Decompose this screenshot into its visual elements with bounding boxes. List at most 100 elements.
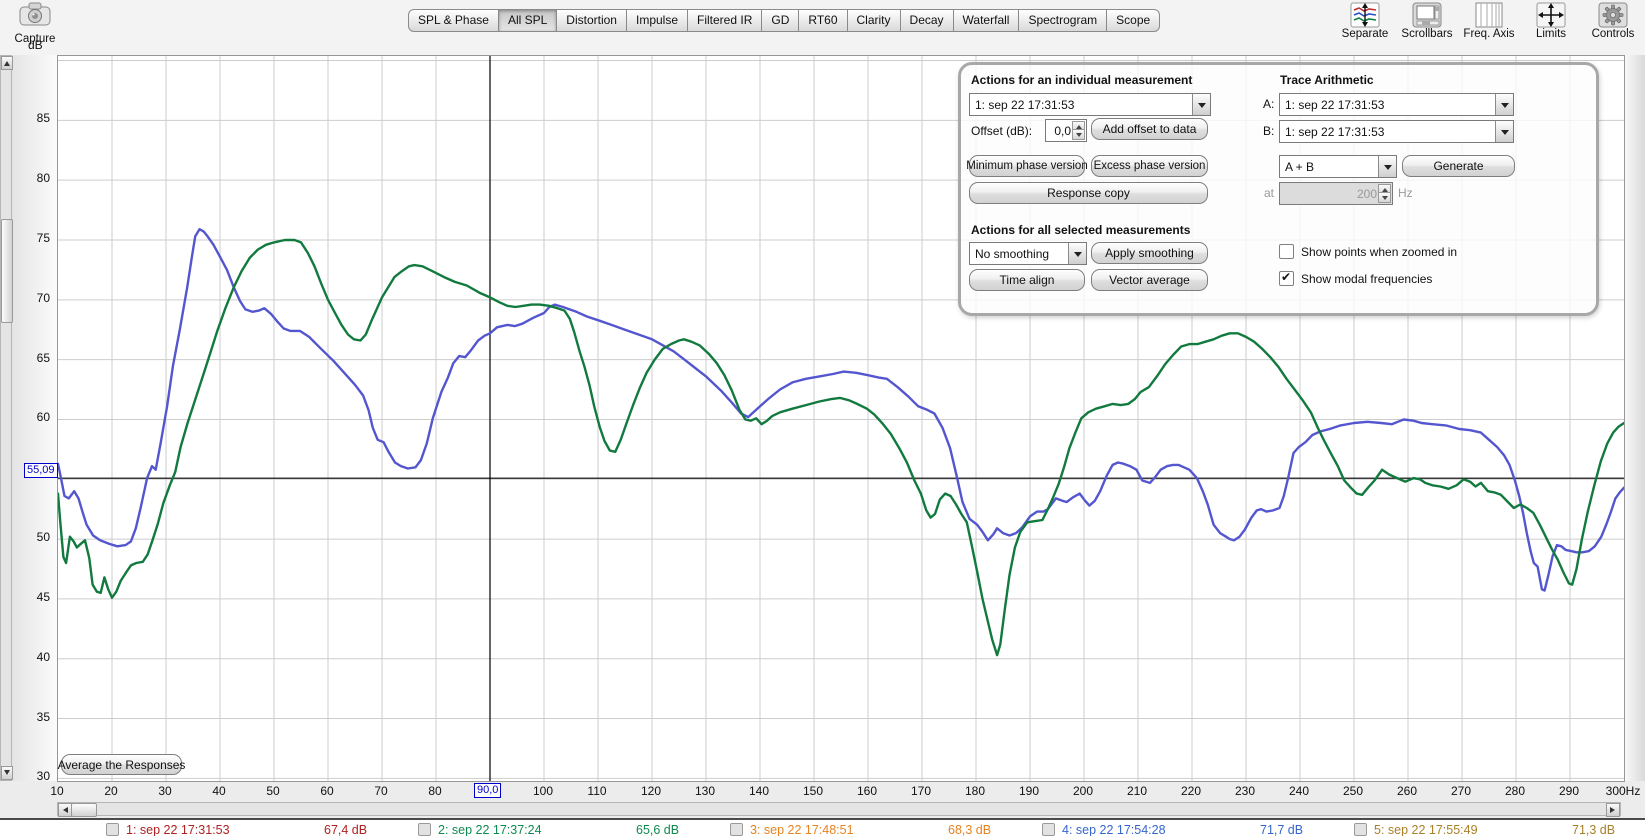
- offset-stepper[interactable]: 0,0: [1045, 119, 1087, 142]
- vector-average-button[interactable]: Vector average: [1091, 269, 1208, 291]
- legend-name: 2: sep 22 17:37:24: [438, 822, 542, 836]
- x-tick-280: 280: [1504, 784, 1526, 798]
- chevron-down-icon[interactable]: [1068, 243, 1086, 264]
- chevron-down-icon[interactable]: [1495, 121, 1513, 142]
- at-frequency-stepper: 200: [1279, 182, 1393, 205]
- tab-clarity[interactable]: Clarity: [846, 9, 901, 32]
- legend-entry-3[interactable]: 3: sep 22 17:48:51 68,3 dB: [730, 822, 1030, 836]
- x-tick-70: 70: [374, 784, 388, 798]
- trace-operation-select[interactable]: A + B: [1279, 155, 1397, 178]
- tab-impulse[interactable]: Impulse: [625, 9, 689, 32]
- trace-b-label: B:: [1263, 124, 1275, 138]
- y-tick-35: 35: [36, 709, 50, 724]
- legend-value: 71,7 dB: [1260, 822, 1304, 836]
- legend-entry-4[interactable]: 4: sep 22 17:54:28 71,7 dB: [1042, 822, 1342, 836]
- measurement-legend: 1: sep 22 17:31:53 67,4 dB 2: sep 22 17:37…: [0, 818, 1645, 836]
- legend-checkbox-2[interactable]: [418, 823, 431, 836]
- apply-smoothing-button[interactable]: Apply smoothing: [1091, 242, 1208, 264]
- limits-button[interactable]: Limits: [1525, 1, 1577, 40]
- x-tick-150: 150: [802, 784, 824, 798]
- tab-rt60[interactable]: RT60: [798, 9, 848, 32]
- legend-checkbox-4[interactable]: [1042, 823, 1055, 836]
- chevron-down-icon[interactable]: [1192, 94, 1210, 115]
- legend-entry-5[interactable]: 5: sep 22 17:55:49 71,3 dB: [1354, 822, 1645, 836]
- tab-filtered-ir[interactable]: Filtered IR: [687, 9, 763, 32]
- show-modal-checkbox[interactable]: [1279, 270, 1294, 286]
- x-tick-40: 40: [212, 784, 226, 798]
- chevron-down-icon[interactable]: [1378, 156, 1396, 177]
- tab-spl-phase[interactable]: SPL & Phase: [408, 9, 499, 32]
- tab-scope[interactable]: Scope: [1106, 9, 1161, 32]
- offset-label: Offset (dB):: [971, 124, 1033, 138]
- hz-label: Hz: [1398, 186, 1413, 200]
- tab-bar: SPL & Phase All SPL Distortion Impulse Filte…: [408, 9, 1161, 32]
- time-align-button[interactable]: Time align: [969, 269, 1085, 291]
- legend-entry-2[interactable]: 2: sep 22 17:37:24 65,6 dB: [418, 822, 718, 836]
- trace-b-select[interactable]: 1: sep 22 17:31:53: [1279, 120, 1514, 143]
- tab-gd[interactable]: GD: [761, 9, 800, 32]
- scroll-right-arrow-icon[interactable]: [1606, 803, 1620, 817]
- x-tick-290: 290: [1558, 784, 1580, 798]
- vertical-scroll-thumb[interactable]: [1, 219, 13, 323]
- freq-axis-icon: [1463, 1, 1515, 28]
- x-tick-120: 120: [640, 784, 662, 798]
- minimum-phase-button[interactable]: Minimum phase version: [966, 155, 1088, 177]
- x-tick-260: 260: [1396, 784, 1418, 798]
- measurement-select[interactable]: 1: sep 22 17:31:53: [969, 93, 1211, 116]
- legend-value: 67,4 dB: [324, 822, 368, 836]
- legend-checkbox-1[interactable]: [106, 823, 119, 836]
- vertical-scrollbar[interactable]: [0, 55, 13, 781]
- actions-panel: Actions for an individual measurement 1:…: [958, 62, 1599, 316]
- camera-icon: [19, 2, 51, 26]
- right-gutter: [1624, 55, 1645, 781]
- show-points-checkbox[interactable]: [1279, 244, 1294, 259]
- tab-distortion[interactable]: Distortion: [556, 9, 627, 32]
- tab-all-spl[interactable]: All SPL: [497, 9, 558, 32]
- horizontal-scroll-thumb[interactable]: [71, 803, 97, 817]
- stepper-down-icon[interactable]: [1072, 129, 1085, 140]
- legend-checkbox-3[interactable]: [730, 823, 743, 836]
- cursor-db-label: 55,09: [24, 463, 58, 479]
- toolbar-tools: Separate Scrollbars: [1339, 1, 1639, 40]
- chevron-down-icon[interactable]: [1495, 94, 1513, 115]
- smoothing-select[interactable]: No smoothing: [969, 242, 1087, 265]
- stepper-down-icon: [1378, 192, 1391, 203]
- separate-label: Separate: [1341, 28, 1389, 40]
- scroll-down-arrow-icon[interactable]: [1, 766, 13, 780]
- separate-button[interactable]: Separate: [1339, 1, 1391, 40]
- x-tick-10: 10: [50, 784, 64, 798]
- individual-actions-title: Actions for an individual measurement: [971, 73, 1193, 87]
- at-label: at: [1264, 186, 1275, 200]
- x-tick-220: 220: [1180, 784, 1202, 798]
- scrollbars-button[interactable]: Scrollbars: [1401, 1, 1453, 40]
- show-points-label: Show points when zoomed in: [1301, 244, 1458, 259]
- generate-button[interactable]: Generate: [1402, 155, 1515, 177]
- legend-name: 5: sep 22 17:55:49: [1374, 822, 1478, 836]
- capture-button[interactable]: Capture: [6, 1, 64, 45]
- horizontal-scrollbar[interactable]: [57, 802, 1621, 817]
- average-responses-button[interactable]: Average the Responses: [58, 754, 185, 775]
- legend-entry-1[interactable]: 1: sep 22 17:31:53 67,4 dB: [106, 822, 406, 836]
- add-offset-button[interactable]: Add offset to data: [1091, 118, 1208, 140]
- legend-name: 1: sep 22 17:31:53: [126, 822, 230, 836]
- legend-value: 68,3 dB: [948, 822, 992, 836]
- legend-checkbox-5[interactable]: [1354, 823, 1367, 836]
- controls-button[interactable]: Controls: [1587, 1, 1639, 40]
- y-tick-30: 30: [36, 769, 50, 784]
- x-tick-110: 110: [587, 784, 607, 798]
- response-copy-button[interactable]: Response copy: [969, 182, 1208, 204]
- x-tick-250: 250: [1342, 784, 1364, 798]
- show-points-row: Show points when zoomed in: [1279, 244, 1457, 259]
- tab-spectrogram[interactable]: Spectrogram: [1018, 9, 1108, 32]
- excess-phase-button[interactable]: Excess phase version: [1091, 155, 1208, 177]
- tab-decay[interactable]: Decay: [899, 9, 954, 32]
- x-tick-130: 130: [694, 784, 716, 798]
- controls-label: Controls: [1591, 28, 1635, 40]
- scroll-left-arrow-icon[interactable]: [58, 803, 72, 817]
- freq-axis-button[interactable]: Freq. Axis: [1463, 1, 1515, 40]
- tab-waterfall[interactable]: Waterfall: [952, 9, 1020, 32]
- scroll-up-arrow-icon[interactable]: [1, 56, 13, 70]
- y-tick-65: 65: [36, 350, 50, 365]
- trace-a-select[interactable]: 1: sep 22 17:31:53: [1279, 93, 1514, 116]
- show-modal-label: Show modal frequencies: [1301, 271, 1433, 286]
